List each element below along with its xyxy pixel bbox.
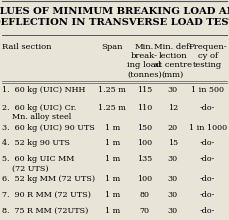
Text: 1 m: 1 m xyxy=(105,124,120,132)
Text: -do-: -do- xyxy=(200,155,215,163)
Text: 2.  60 kg (UIC) Cr.
    Mn. alloy steel: 2. 60 kg (UIC) Cr. Mn. alloy steel xyxy=(2,104,76,121)
Text: 1.25 m: 1.25 m xyxy=(98,104,126,112)
Text: -do-: -do- xyxy=(200,175,215,183)
Text: 30: 30 xyxy=(168,207,178,215)
Text: 80: 80 xyxy=(139,191,149,199)
Text: VALUES OF MINIMUM BREAKING LOAD AND
DEFLECTION IN TRANSVERSE LOAD TEST: VALUES OF MINIMUM BREAKING LOAD AND DEFL… xyxy=(0,7,229,27)
Text: Min. def-
lection
at centre
(mm): Min. def- lection at centre (mm) xyxy=(154,43,192,79)
Text: 1.  60 kg (UIC) NHH: 1. 60 kg (UIC) NHH xyxy=(2,86,86,94)
Text: 135: 135 xyxy=(137,155,152,163)
Text: 110: 110 xyxy=(137,104,152,112)
Text: 7.  90 R MM (72 UTS): 7. 90 R MM (72 UTS) xyxy=(2,191,91,199)
Text: 1 in 1000: 1 in 1000 xyxy=(189,124,227,132)
Text: 20: 20 xyxy=(168,124,178,132)
Text: -do-: -do- xyxy=(200,191,215,199)
Text: Min.
break-
ing load
(tonnes): Min. break- ing load (tonnes) xyxy=(127,43,162,79)
Text: 30: 30 xyxy=(168,155,178,163)
Text: 1 m: 1 m xyxy=(105,207,120,215)
Text: 1 m: 1 m xyxy=(105,191,120,199)
Text: -do-: -do- xyxy=(200,104,215,112)
Text: 1 m: 1 m xyxy=(105,139,120,147)
Text: 5.  60 kg UIC MM
    (72 UTS): 5. 60 kg UIC MM (72 UTS) xyxy=(2,155,75,172)
Text: 6.  52 kg MM (72 UTS): 6. 52 kg MM (72 UTS) xyxy=(2,175,95,183)
Text: -do-: -do- xyxy=(200,207,215,215)
Text: 150: 150 xyxy=(137,124,152,132)
Text: 15: 15 xyxy=(168,139,178,147)
Text: 8.  75 R MM (72UTS): 8. 75 R MM (72UTS) xyxy=(2,207,89,215)
Text: 4.  52 kg 90 UTS: 4. 52 kg 90 UTS xyxy=(2,139,70,147)
Text: 30: 30 xyxy=(168,191,178,199)
Text: 115: 115 xyxy=(137,86,152,94)
Text: 3.  60 kg (UIC) 90 UTS: 3. 60 kg (UIC) 90 UTS xyxy=(2,124,95,132)
Text: 1 m: 1 m xyxy=(105,155,120,163)
Text: 1 in 500: 1 in 500 xyxy=(191,86,224,94)
Text: Rail section: Rail section xyxy=(2,43,52,51)
Text: -do-: -do- xyxy=(200,139,215,147)
Text: 1.25 m: 1.25 m xyxy=(98,86,126,94)
Text: 12: 12 xyxy=(168,104,178,112)
Text: Frequen-
cy of
testing: Frequen- cy of testing xyxy=(188,43,227,69)
Text: 1 m: 1 m xyxy=(105,175,120,183)
Text: 100: 100 xyxy=(137,139,152,147)
Text: 100: 100 xyxy=(137,175,152,183)
Text: 30: 30 xyxy=(168,175,178,183)
Text: 30: 30 xyxy=(168,86,178,94)
Text: 70: 70 xyxy=(139,207,149,215)
Text: Span: Span xyxy=(101,43,123,51)
